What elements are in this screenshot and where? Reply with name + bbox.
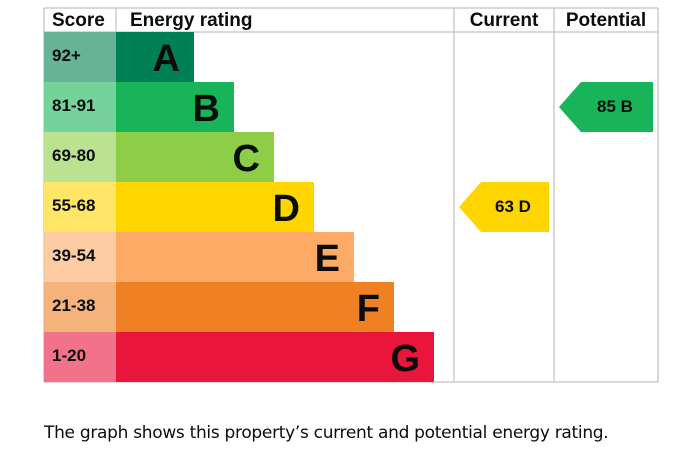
rating-bar-D xyxy=(116,182,314,232)
rating-letter-B: B xyxy=(193,88,220,130)
rating-letter-F: F xyxy=(357,288,380,330)
score-cell-G xyxy=(44,332,116,382)
rating-bar-F xyxy=(116,282,394,332)
header-energy-rating: Energy rating xyxy=(130,10,252,31)
score-cell-E xyxy=(44,232,116,282)
score-cell-C xyxy=(44,132,116,182)
header-potential: Potential xyxy=(566,10,646,31)
score-cell-F xyxy=(44,282,116,332)
score-range-B: 81-91 xyxy=(52,96,95,115)
chart-caption: The graph shows this property’s current … xyxy=(44,423,609,443)
rating-letter-D: D xyxy=(273,188,300,230)
potential-marker xyxy=(559,82,653,132)
rating-bar-A xyxy=(116,32,194,82)
score-cell-D xyxy=(44,182,116,232)
current-marker xyxy=(459,182,549,232)
rating-letter-G: G xyxy=(390,338,420,380)
rating-letter-C: C xyxy=(233,138,260,180)
rating-bar-B xyxy=(116,82,234,132)
rating-bar-C xyxy=(116,132,274,182)
current-marker-label: 63 D xyxy=(495,197,531,216)
score-cell-B xyxy=(44,82,116,132)
score-range-A: 92+ xyxy=(52,46,81,65)
energy-rating-chart: Score Energy rating Current Potential 92+ A 81… xyxy=(43,7,659,383)
rating-bar-E xyxy=(116,232,354,282)
score-range-E: 39-54 xyxy=(52,246,96,265)
score-range-D: 55-68 xyxy=(52,196,95,215)
rating-letter-E: E xyxy=(315,238,340,280)
header-score: Score xyxy=(52,10,105,31)
potential-marker-label: 85 B xyxy=(597,97,633,116)
score-range-G: 1-20 xyxy=(52,346,86,365)
score-cell-A xyxy=(44,32,116,82)
score-range-C: 69-80 xyxy=(52,146,95,165)
score-range-F: 21-38 xyxy=(52,296,95,315)
rating-letter-A: A xyxy=(153,38,180,80)
rating-bar-G xyxy=(116,332,434,382)
header-current: Current xyxy=(470,10,539,31)
